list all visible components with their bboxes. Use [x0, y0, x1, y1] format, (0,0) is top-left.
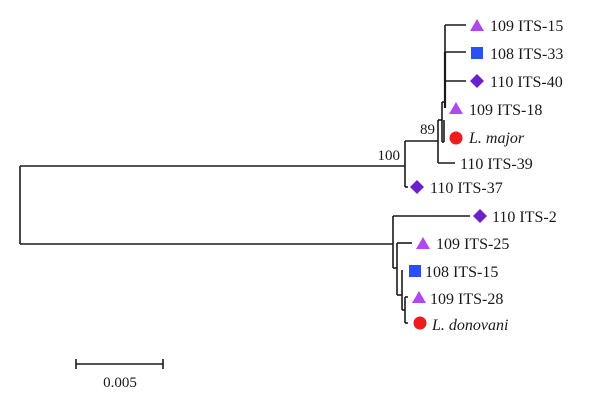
diamond-marker-icon	[410, 180, 424, 194]
leaf-label: 109 ITS-28	[430, 291, 503, 308]
support-value-100: 100	[378, 148, 401, 164]
square-marker-icon	[409, 265, 421, 277]
circle-marker-icon	[413, 316, 427, 330]
triangle-marker-icon	[449, 102, 463, 114]
triangle-marker-icon	[416, 237, 430, 249]
leaf-label: 109 ITS-15	[490, 18, 563, 35]
leaf-label: 110 ITS-2	[492, 209, 557, 226]
diamond-marker-icon	[473, 209, 487, 223]
triangle-marker-icon	[470, 19, 484, 31]
leaf-label: 109 ITS-25	[436, 236, 509, 253]
leaf-label: 109 ITS-18	[469, 102, 542, 119]
circle-marker-icon	[449, 131, 463, 145]
triangle-marker-icon	[412, 291, 426, 303]
leaf-label: 108 ITS-33	[490, 46, 563, 63]
diamond-marker-icon	[470, 74, 484, 88]
scale-bar: 0.005	[75, 359, 164, 391]
leaf-markers	[409, 19, 487, 330]
support-value-89: 89	[420, 122, 435, 138]
leaf-label: 110 ITS-37	[430, 180, 503, 197]
tree-branches	[19, 24, 470, 324]
square-marker-icon	[471, 47, 483, 59]
leaf-label: 110 ITS-39	[460, 156, 533, 173]
leaf-label: L. donovani	[431, 317, 508, 334]
scale-bar-label: 0.005	[103, 375, 137, 391]
leaf-label: 108 ITS-15	[425, 264, 498, 281]
leaf-label: L. major	[468, 130, 525, 147]
leaf-label: 110 ITS-40	[490, 74, 563, 91]
